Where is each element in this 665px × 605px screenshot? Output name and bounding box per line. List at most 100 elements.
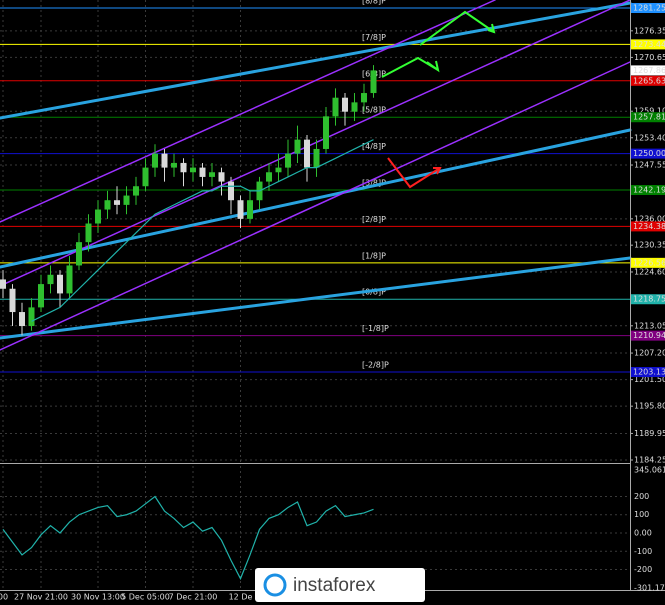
channel-line — [0, 0, 496, 223]
y-tick-label: 1201.50 — [634, 375, 665, 384]
level-name: [7/8]P — [362, 33, 386, 42]
candle-body — [285, 153, 291, 168]
arrow — [387, 157, 441, 189]
x-tick-label: 5 Dec 05:00 — [121, 593, 170, 602]
osc-tick-label: 0.00 — [634, 529, 652, 538]
level-price-label: 1273.44 — [633, 40, 665, 49]
level-price-label: 1242.19 — [633, 186, 665, 195]
candle-body — [228, 181, 234, 201]
candle-body — [95, 209, 101, 224]
level-name: [8/8]P — [362, 0, 386, 6]
x-tick-label: 7 Dec 21:00 — [169, 593, 218, 602]
candle-body — [342, 97, 348, 112]
candle-body — [76, 242, 82, 266]
candle-body — [104, 200, 111, 210]
level-price-box — [631, 75, 665, 86]
y-tick-label: 1236.00 — [634, 214, 665, 223]
candle-body — [38, 284, 44, 308]
trend-lines — [0, 0, 632, 351]
candle-body — [19, 312, 25, 327]
osc-tick-label: 100 — [634, 510, 649, 519]
candle-body — [266, 172, 272, 182]
level-price-label: 1281.25 — [633, 4, 665, 13]
candle-body — [370, 70, 377, 94]
osc-tick-label: 200 — [634, 492, 649, 501]
logo-icon — [263, 573, 287, 597]
candle-body — [57, 274, 63, 294]
arrow-head — [487, 23, 496, 34]
level-name: [4/8]P — [362, 142, 386, 151]
level-price-box — [631, 221, 665, 232]
y-tick-label: 1270.65 — [634, 53, 665, 62]
axis: 1281.25 1276.35 1270.65 1259.10 1253.40 1247.… — [0, 3, 665, 602]
level-price-label: 1250.00 — [633, 149, 665, 158]
candle-body — [294, 139, 301, 154]
arrow-head — [426, 60, 440, 73]
candle-body — [28, 307, 35, 327]
level-price-box — [631, 3, 665, 13]
y-tick-label: 1213.05 — [634, 321, 665, 330]
candle-body — [123, 195, 130, 205]
plot — [0, 65, 377, 581]
osc-tick-label: -200 — [634, 565, 652, 574]
level-price-box — [631, 185, 665, 196]
y-tick-label: 1247.55 — [634, 161, 665, 170]
y-tick-label: 1276.35 — [634, 26, 665, 35]
arrow — [419, 10, 495, 46]
level-price-box — [631, 367, 665, 378]
candle-body — [199, 167, 206, 177]
level-price-label: 1257.81 — [633, 113, 665, 122]
murray-levels: [8/8]P[7/8]P[6/8]P[5/8]P[4/8]P[3/8]P[2/8… — [0, 0, 630, 373]
x-tick-label: 30 Nov 13:00 — [71, 593, 125, 602]
osc-tick-label: -301.1724 — [634, 584, 665, 593]
candle-body — [85, 223, 92, 243]
level-name: [3/8]P — [362, 179, 386, 188]
level-price-box — [631, 330, 665, 341]
candle-body — [66, 265, 73, 294]
level-price-box — [631, 39, 665, 50]
forecast-arrows — [381, 10, 496, 189]
level-price-box — [631, 148, 665, 159]
y-tick-label: 1230.35 — [634, 241, 665, 250]
level-name: [-2/8]P — [362, 361, 389, 370]
candle-body — [275, 167, 282, 173]
level-name: [5/8]P — [362, 106, 386, 115]
osc-tick-label: -100 — [634, 547, 652, 556]
candle-body — [323, 116, 329, 149]
y-tick-label: 1259.10 — [634, 107, 665, 116]
level-price-label: 1226.56 — [633, 258, 665, 267]
osc-tick-label: 345.0618 — [634, 466, 665, 475]
candle-body — [351, 102, 358, 112]
candle-body — [161, 153, 168, 168]
candle-body — [190, 167, 196, 173]
y-tick-label: 1195.80 — [634, 402, 665, 411]
candle-body — [152, 153, 158, 168]
x-tick-label: 00 — [0, 593, 8, 602]
level-price-label: 1210.94 — [633, 331, 665, 340]
panel-separator — [0, 463, 630, 464]
candle-body — [47, 274, 54, 285]
trend-line — [0, 256, 632, 340]
axis-line — [630, 0, 631, 590]
candle-body — [0, 279, 6, 289]
level-price-box — [631, 257, 665, 268]
candle-body — [237, 200, 244, 219]
candle-body — [361, 93, 367, 103]
level-name: [1/8]P — [362, 251, 386, 260]
level-name: [0/8]P — [362, 288, 386, 297]
trend-line — [0, 128, 632, 269]
candle-body — [218, 172, 225, 182]
channel-line — [0, 0, 631, 287]
x-tick-label: 27 Nov 21:00 — [14, 593, 68, 602]
logo-background — [255, 568, 425, 602]
candle-body — [313, 148, 320, 168]
level-price-box — [631, 112, 665, 123]
level-price-label: 1265.63 — [633, 76, 665, 85]
current-price-label: 1267.86 — [633, 66, 665, 75]
candle-body — [304, 139, 310, 168]
current-price-box — [631, 65, 665, 76]
level-price-label: 1234.38 — [633, 222, 665, 231]
moving-average — [31, 139, 374, 322]
